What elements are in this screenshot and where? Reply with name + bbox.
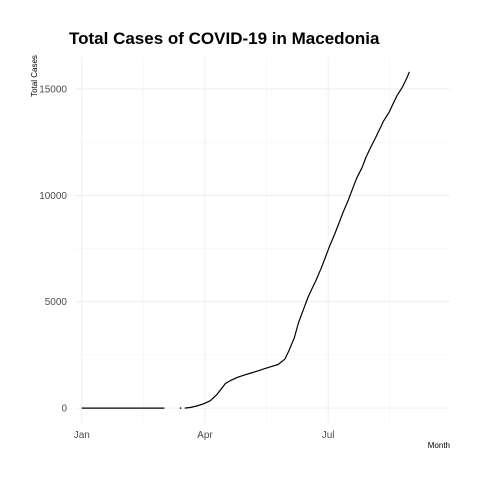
x-tick-label: Jan [74,430,90,441]
x-axis-title: Month [428,441,450,450]
y-tick-label: 10000 [39,191,67,202]
y-axis-title: Total Cases [30,55,39,97]
y-tick-label: 15000 [39,84,67,95]
data-point [179,407,182,409]
grid [75,57,450,423]
x-tick-label: Apr [197,430,213,441]
series-line [184,71,410,409]
series-lines [81,71,410,409]
y-tick-labels: 0 5000 10000 15000 [39,84,67,414]
chart-title: Total Cases of COVID-19 in Macedonia [69,29,380,48]
x-tick-label: Jul [322,430,335,441]
x-tick-labels: Jan Apr Jul [74,430,335,441]
y-tick-label: 0 [61,404,67,415]
y-tick-label: 5000 [45,297,68,308]
